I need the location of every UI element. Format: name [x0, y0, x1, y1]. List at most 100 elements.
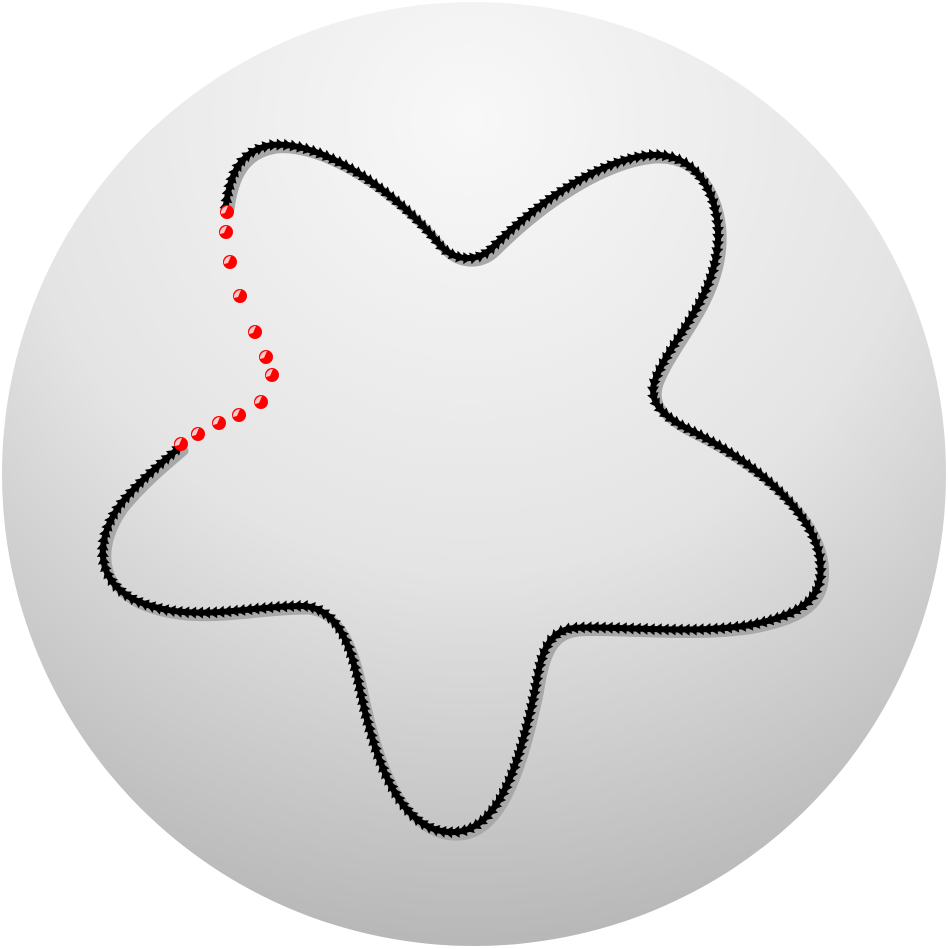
curve-triangle-marker: [544, 195, 556, 206]
curve-triangle-marker: [129, 482, 141, 494]
curve-triangle-marker: [542, 641, 554, 652]
curve-triangle-marker: [430, 235, 441, 246]
curve-triangle-marker: [624, 622, 634, 635]
curve-triangle-marker: [719, 442, 731, 454]
curve-triangle-marker: [575, 621, 585, 634]
curve-triangle-marker: [813, 580, 826, 591]
curve-triangle-marker: [201, 606, 211, 619]
curve-triangle-marker: [116, 586, 127, 598]
curve-triangle-marker: [556, 187, 567, 198]
curve-triangle-marker: [495, 793, 507, 805]
curve-triangle-marker: [694, 623, 704, 636]
curve-triangle-marker: [291, 599, 301, 612]
curve-triangle-marker: [495, 234, 507, 245]
curve-triangle-marker: [387, 781, 399, 793]
curve-triangle-marker: [231, 161, 242, 172]
curve-triangle-marker: [666, 623, 676, 636]
curve-triangle-marker: [531, 675, 544, 686]
curve-triangle-marker: [357, 169, 369, 180]
curve-triangle-marker: [487, 804, 498, 816]
segment-dot-highlight: [232, 408, 240, 417]
curve-triangle-marker: [731, 450, 742, 461]
curve-triangle-marker: [352, 674, 365, 685]
curve-triangle-marker: [289, 139, 300, 152]
curve-triangle-marker: [655, 148, 666, 161]
curve-triangle-marker: [362, 715, 375, 726]
curve-triangle-marker: [536, 654, 548, 666]
curve-triangle-marker: [677, 327, 688, 339]
curve-triangle-marker: [673, 623, 683, 636]
curve-triangle-marker: [396, 199, 408, 211]
curve-triangle-marker: [812, 585, 823, 597]
curve-triangle-marker: [391, 195, 402, 206]
curve-triangle-marker: [173, 605, 183, 618]
curve-triangle-marker: [351, 667, 363, 678]
curve-triangle-marker: [679, 156, 691, 167]
curve-triangle-marker: [645, 623, 655, 636]
curve-triangle-marker: [139, 472, 151, 484]
curve-triangle-marker: [784, 606, 795, 618]
curve-triangle-marker: [574, 175, 586, 187]
curve-triangle-marker: [277, 600, 288, 613]
curve-triangle-marker: [707, 435, 719, 447]
curve-triangle-marker: [638, 622, 648, 635]
curve-triangle-marker: [586, 169, 598, 180]
curve-triangle-marker: [814, 573, 827, 584]
curve-triangle-marker: [115, 497, 126, 509]
curve-triangle-marker: [101, 521, 113, 532]
curve-triangle-marker: [345, 647, 358, 659]
curve-triangle-marker: [691, 304, 703, 316]
curve-triangle-marker: [97, 534, 110, 545]
curve-triangle-marker: [111, 503, 122, 514]
curve-triangle-marker: [580, 172, 592, 184]
curve-triangle-marker: [99, 527, 111, 538]
curve-triangle-marker: [669, 339, 681, 351]
curve-triangle-marker: [729, 620, 740, 633]
curve-triangle-marker: [263, 601, 274, 614]
curve-triangle-marker: [627, 153, 638, 165]
curve-triangle-marker: [399, 799, 410, 811]
curve-triangle-marker: [505, 225, 517, 236]
curve-triangle-marker: [490, 239, 501, 250]
curve-triangle-marker: [658, 358, 670, 369]
curve-triangle-marker: [381, 768, 393, 780]
curve-triangle-marker: [470, 818, 482, 829]
curve-triangle-marker: [742, 458, 754, 469]
curve-triangle-marker: [670, 415, 682, 426]
curve-triangle-marker: [120, 492, 131, 504]
curve-triangle-marker: [655, 364, 667, 376]
curve-triangle-marker: [421, 224, 432, 236]
curve-triangle-marker: [555, 624, 567, 636]
curve-triangle-marker: [270, 600, 281, 613]
curve-triangle-marker: [788, 501, 799, 513]
curve-triangle-marker: [370, 742, 383, 753]
curve-triangle-marker: [225, 173, 237, 184]
curve-triangle-marker: [249, 602, 260, 615]
curve-triangle-marker: [144, 468, 156, 479]
curve-triangle-marker: [429, 824, 441, 837]
curve-triangle-marker: [534, 661, 547, 672]
curve-triangle-marker: [447, 248, 459, 260]
curve-triangle-marker: [713, 439, 725, 450]
curve-triangle-marker: [485, 244, 496, 255]
curve-triangle-marker: [347, 654, 360, 665]
curve-triangle-marker: [283, 138, 293, 151]
curve-triangle-marker: [482, 810, 494, 821]
curve-triangle-marker: [596, 621, 606, 634]
curve-triangle-marker: [372, 749, 385, 760]
curve-triangle-marker: [134, 477, 146, 489]
curve-triangle-marker: [743, 618, 754, 631]
curve-triangle-marker: [302, 142, 313, 155]
curve-triangle-marker: [613, 157, 624, 169]
curve-triangle-marker: [423, 823, 435, 834]
curve-triangle-marker: [368, 735, 380, 747]
curve-triangle-marker: [401, 204, 413, 216]
curve-triangle-marker: [358, 701, 371, 712]
curve-triangle-marker: [145, 601, 157, 613]
curve-triangle-marker: [416, 219, 428, 231]
curve-triangle-marker: [711, 247, 724, 257]
curve-triangle-marker: [701, 184, 713, 195]
curve-triangle-marker: [507, 769, 519, 780]
curve-triangle-marker: [758, 471, 770, 483]
